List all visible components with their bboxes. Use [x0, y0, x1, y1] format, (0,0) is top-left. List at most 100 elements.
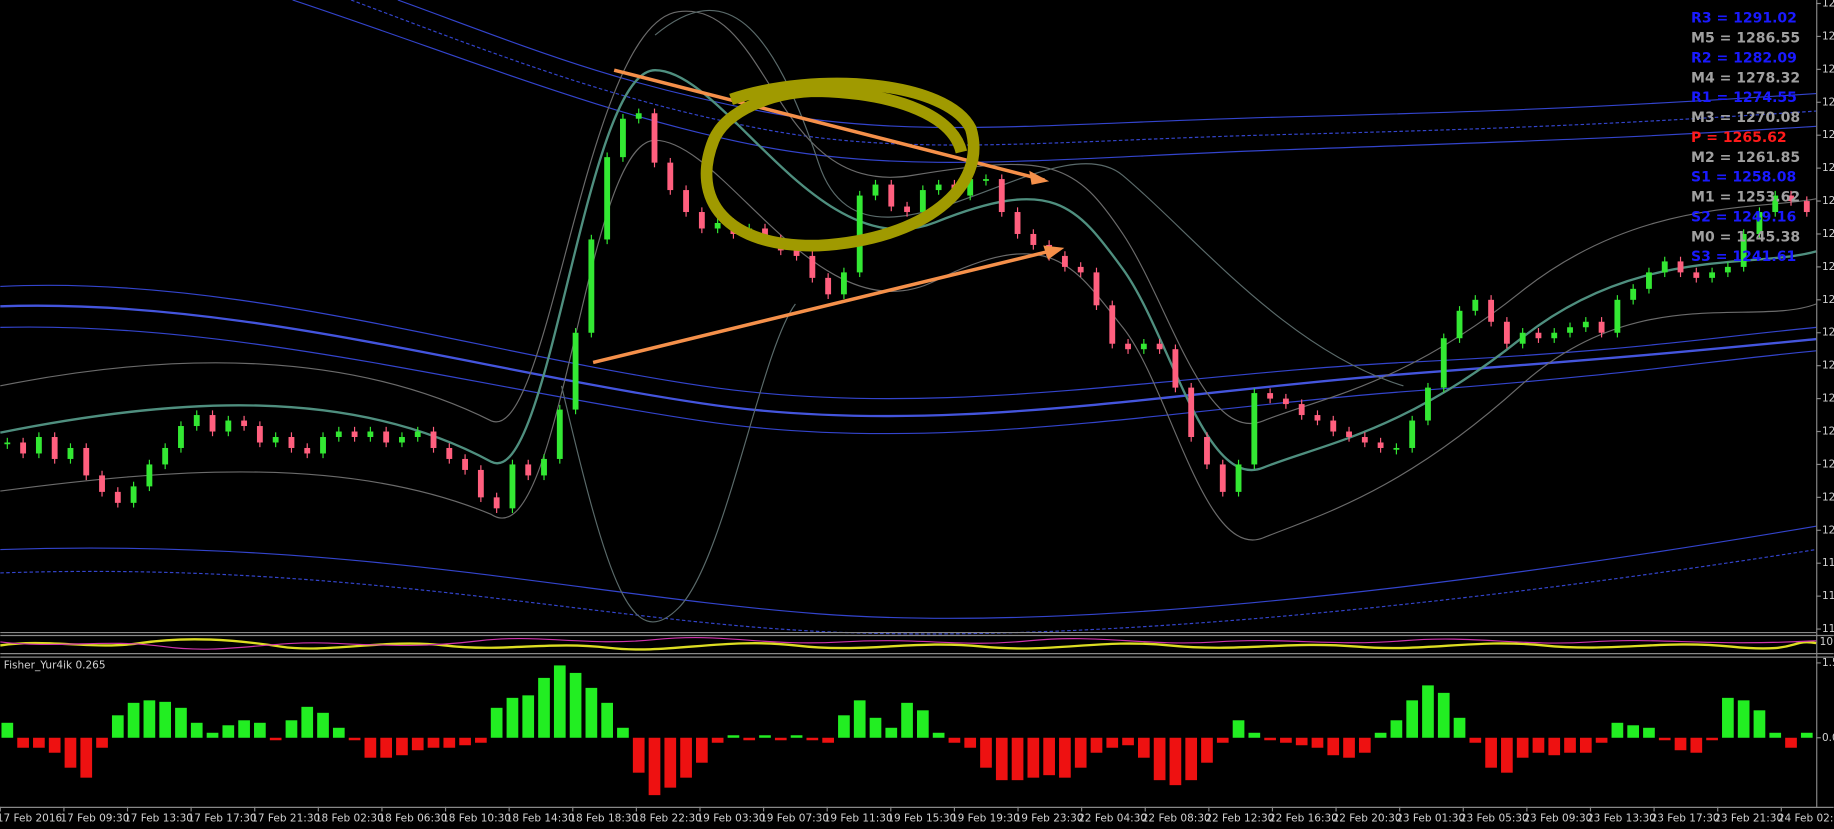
y-tick-label: 1.5: [1822, 657, 1834, 669]
histogram-bar: [632, 737, 645, 773]
histogram-bar: [1043, 737, 1055, 776]
histogram-bar: [1059, 737, 1071, 778]
candle: [367, 431, 374, 438]
x-tick-label: 19 Feb 15:30: [887, 812, 956, 824]
pivot-label: R3 = 1291.02: [1691, 11, 1797, 27]
y-tick-label: 12: [1822, 458, 1834, 470]
candle: [130, 486, 137, 503]
histogram-bar: [348, 737, 361, 741]
candle: [1140, 343, 1147, 350]
histogram-bar: [932, 732, 945, 738]
candle: [1030, 233, 1037, 245]
histogram-bar: [664, 737, 677, 788]
histogram-bar: [1485, 737, 1497, 768]
histogram-bar: [711, 737, 724, 743]
histogram-bar: [1516, 737, 1529, 758]
histogram-bar: [317, 712, 329, 738]
histogram-bar: [822, 737, 834, 743]
histogram-bar: [1579, 737, 1592, 753]
histogram-bar: [506, 697, 519, 738]
candle: [83, 447, 90, 476]
histogram-bar: [1501, 737, 1513, 773]
candle: [272, 437, 279, 443]
pivot-label: P = 1265.62: [1691, 130, 1787, 146]
candle: [304, 447, 311, 454]
histogram-bar: [33, 737, 45, 748]
y-tick-label: 12: [1822, 360, 1834, 372]
histogram-bar: [680, 737, 692, 778]
histogram-bar: [1453, 717, 1466, 738]
candle: [1614, 299, 1621, 333]
x-tick-label: 18 Feb 06:30: [378, 812, 447, 824]
pivot-label: S2 = 1249.16: [1691, 209, 1796, 225]
candle: [178, 426, 184, 448]
y-tick-label: 12: [1822, 491, 1834, 503]
histogram-bar: [1406, 700, 1419, 738]
candle: [51, 437, 58, 459]
y-tick-label: 12: [1822, 96, 1834, 108]
pivot-label: S3 = 1241.61: [1691, 249, 1796, 265]
histogram-bar: [885, 727, 898, 738]
histogram-bar: [1658, 737, 1671, 741]
x-tick-label: 23 Feb 21:30: [1714, 812, 1783, 824]
candle: [1361, 437, 1368, 443]
candle: [1677, 261, 1684, 273]
histogram-bar: [980, 737, 992, 768]
candle: [1409, 420, 1416, 448]
histogram-bar: [1137, 737, 1150, 758]
pivot-label: M1 = 1253.62: [1691, 190, 1800, 206]
oscillator-line: [0, 638, 1817, 651]
candle: [541, 458, 547, 476]
candle: [1172, 349, 1179, 388]
candle: [1267, 393, 1274, 399]
histogram-bar: [80, 737, 93, 778]
histogram-bar: [411, 737, 424, 751]
pivot-label: M5 = 1286.55: [1691, 31, 1800, 47]
histogram-bar: [569, 672, 582, 738]
y-tick-label: 12: [1822, 524, 1834, 536]
pivot-label: M4 = 1278.32: [1691, 70, 1800, 86]
x-tick-label: 18 Feb 18:30: [569, 812, 638, 824]
histogram-bar: [1295, 737, 1308, 746]
histogram-bar: [1280, 737, 1292, 743]
candle: [667, 162, 674, 191]
candle: [256, 426, 263, 443]
candle: [4, 442, 11, 445]
histogram-bar: [1532, 737, 1545, 753]
candle: [1346, 431, 1352, 438]
histogram-bar: [1185, 737, 1198, 781]
candle: [935, 184, 942, 191]
histogram-bar: [1627, 725, 1640, 738]
candle: [162, 447, 169, 465]
pivot-label: R2 = 1282.09: [1691, 50, 1797, 66]
candle: [1535, 332, 1542, 339]
candle: [1646, 272, 1652, 289]
histogram-bar: [380, 737, 393, 758]
x-tick-label: 17 Feb 09:30: [60, 812, 129, 824]
x-tick-label: 19 Feb 11:30: [824, 812, 893, 824]
histogram-bar: [853, 700, 866, 738]
candle: [288, 437, 295, 448]
histogram-bar: [190, 722, 203, 738]
pivot-label: S1 = 1258.08: [1691, 170, 1796, 186]
histogram-bar: [1011, 737, 1024, 781]
y-tick-label: 12: [1822, 195, 1834, 207]
candle: [1756, 212, 1763, 234]
x-tick-label: 19 Feb 19:30: [951, 812, 1020, 824]
histogram-bar: [1595, 737, 1608, 743]
x-tick-label: 23 Feb 13:30: [1587, 812, 1656, 824]
histogram-bar: [1469, 737, 1482, 743]
histogram-bar: [1422, 685, 1434, 738]
candle: [1314, 415, 1321, 421]
candle: [1788, 195, 1794, 202]
candle: [430, 431, 437, 448]
histogram-bar: [1374, 732, 1387, 738]
x-tick-label: 19 Feb 07:30: [760, 812, 829, 824]
candle: [1661, 261, 1668, 273]
histogram-bar: [17, 737, 29, 748]
histogram-bar: [269, 737, 282, 741]
candle: [793, 250, 800, 256]
candle: [1393, 447, 1400, 450]
